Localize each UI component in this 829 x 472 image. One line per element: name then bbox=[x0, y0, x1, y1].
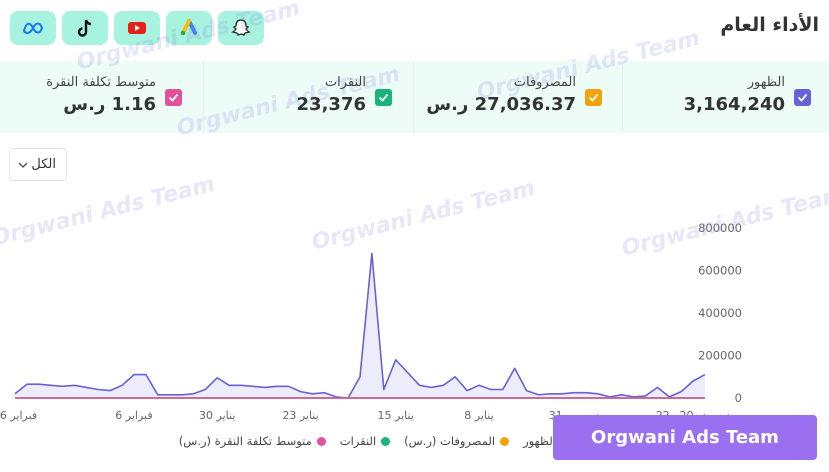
kpi-card: النقرات 23,376 bbox=[203, 61, 410, 133]
tiktok-glyph bbox=[77, 19, 92, 37]
meta-glyph bbox=[22, 22, 44, 34]
kpi-checkbox[interactable] bbox=[165, 89, 182, 106]
kpi-value: 23,376 bbox=[296, 94, 366, 115]
x-tick-label: 30 يناير bbox=[199, 409, 235, 422]
x-tick-label: 15 يناير bbox=[378, 409, 414, 422]
meta-icon[interactable] bbox=[10, 11, 56, 45]
legend-item[interactable]: النقرات bbox=[339, 434, 391, 448]
youtube-icon[interactable] bbox=[114, 11, 160, 45]
y-tick-label: 800000 bbox=[698, 221, 742, 235]
youtube-glyph bbox=[128, 22, 146, 34]
page-title: الأداء العام bbox=[720, 14, 819, 36]
kpi-card: الظهور 3,164,240 bbox=[622, 61, 829, 133]
y-tick-label: 0 bbox=[735, 391, 742, 405]
filter-dropdown[interactable]: الكل bbox=[9, 148, 67, 181]
kpi-checkbox[interactable] bbox=[375, 89, 392, 106]
legend-label: النقرات bbox=[339, 434, 377, 448]
kpi-label: النقرات bbox=[324, 75, 366, 90]
legend-item[interactable]: متوسط تكلفة النقرة (ر.س) bbox=[179, 434, 326, 448]
kpi-card: متوسط تكلفة النقرة 1.16 ر.س bbox=[0, 61, 200, 133]
x-tick-label: 6 فبراير bbox=[115, 409, 152, 422]
kpi-label: الظهور bbox=[747, 75, 785, 90]
legend-dot bbox=[316, 436, 326, 446]
y-tick-label: 600000 bbox=[698, 264, 742, 278]
legend-item[interactable]: المصروفات (ر.س) bbox=[404, 434, 510, 448]
kpi-label: المصروفات bbox=[513, 75, 576, 90]
x-tick-label: 8 يناير bbox=[464, 409, 493, 422]
legend-label: المصروفات (ر.س) bbox=[404, 434, 496, 448]
y-tick-label: 200000 bbox=[698, 349, 742, 363]
team-badge[interactable]: Orgwani Ads Team bbox=[553, 415, 817, 460]
check bbox=[378, 93, 389, 102]
tiktok-icon[interactable] bbox=[62, 11, 108, 45]
check bbox=[797, 93, 808, 102]
kpi-card: المصروفات 27,036.37 ر.س bbox=[413, 61, 620, 133]
check bbox=[168, 93, 179, 102]
snapchat-glyph bbox=[231, 19, 251, 36]
x-tick-label: 16 فبراير bbox=[0, 409, 37, 422]
kpi-value: 27,036.37 ر.س bbox=[426, 94, 576, 115]
legend-label: الظهور bbox=[523, 434, 556, 448]
legend-dot bbox=[381, 436, 391, 446]
kpi-value: 1.16 ر.س bbox=[63, 94, 156, 115]
kpi-value: 3,164,240 bbox=[683, 94, 785, 115]
kpi-checkbox[interactable] bbox=[794, 89, 811, 106]
chevron bbox=[18, 162, 28, 168]
snapchat-icon[interactable] bbox=[218, 11, 264, 45]
kpi-strip bbox=[0, 61, 829, 133]
google-ads-glyph bbox=[180, 19, 197, 36]
kpi-checkbox[interactable] bbox=[585, 89, 602, 106]
google-ads-icon[interactable] bbox=[166, 11, 212, 45]
y-tick-label: 400000 bbox=[698, 306, 742, 320]
filter-label: الكل bbox=[31, 157, 56, 172]
legend-dot bbox=[500, 436, 510, 446]
kpi-label: متوسط تكلفة النقرة bbox=[46, 75, 156, 90]
legend-label: متوسط تكلفة النقرة (ر.س) bbox=[178, 434, 312, 448]
series-line bbox=[14, 252, 706, 399]
legend: الظهور المصروفات (ر.س) النقرات متوسط تكلفة … bbox=[179, 434, 570, 448]
check bbox=[588, 93, 599, 102]
x-tick-label: 23 يناير bbox=[282, 409, 318, 422]
